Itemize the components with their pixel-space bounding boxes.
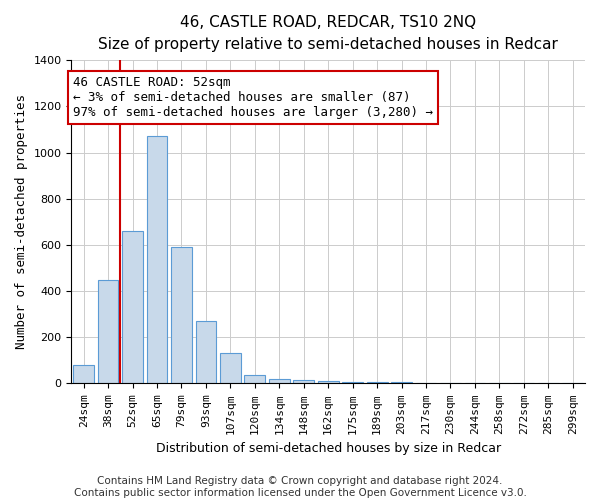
Text: 46 CASTLE ROAD: 52sqm
← 3% of semi-detached houses are smaller (87)
97% of semi-: 46 CASTLE ROAD: 52sqm ← 3% of semi-detac… bbox=[73, 76, 433, 120]
Y-axis label: Number of semi-detached properties: Number of semi-detached properties bbox=[15, 94, 28, 350]
Bar bbox=[73, 365, 94, 384]
Bar bbox=[269, 379, 290, 384]
Bar bbox=[342, 382, 363, 384]
Bar bbox=[220, 354, 241, 384]
Bar bbox=[244, 376, 265, 384]
Bar bbox=[293, 380, 314, 384]
Bar bbox=[196, 321, 217, 384]
Title: 46, CASTLE ROAD, REDCAR, TS10 2NQ
Size of property relative to semi-detached hou: 46, CASTLE ROAD, REDCAR, TS10 2NQ Size o… bbox=[98, 15, 558, 52]
Bar bbox=[171, 248, 192, 384]
Bar bbox=[367, 382, 388, 384]
Bar bbox=[98, 280, 118, 384]
Bar bbox=[416, 383, 436, 384]
Text: Contains HM Land Registry data © Crown copyright and database right 2024.
Contai: Contains HM Land Registry data © Crown c… bbox=[74, 476, 526, 498]
Bar bbox=[122, 231, 143, 384]
Bar bbox=[318, 381, 338, 384]
X-axis label: Distribution of semi-detached houses by size in Redcar: Distribution of semi-detached houses by … bbox=[155, 442, 501, 455]
Bar bbox=[146, 136, 167, 384]
Bar bbox=[391, 382, 412, 384]
